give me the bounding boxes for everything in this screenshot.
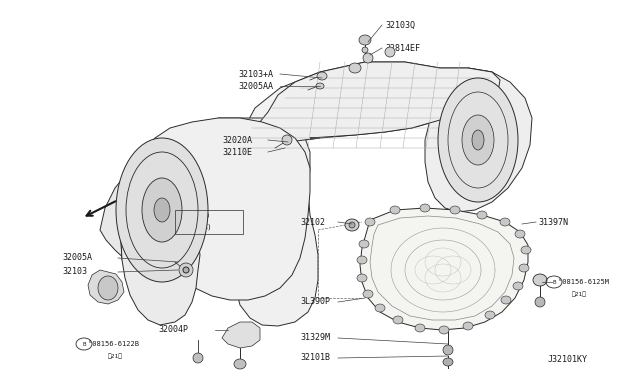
Polygon shape	[222, 322, 260, 348]
Text: 31329M: 31329M	[300, 334, 330, 343]
Ellipse shape	[385, 47, 395, 57]
Ellipse shape	[439, 326, 449, 334]
Polygon shape	[88, 270, 124, 304]
Ellipse shape	[375, 304, 385, 312]
Text: 〈21〉: 〈21〉	[572, 291, 587, 297]
Ellipse shape	[179, 263, 193, 277]
Text: FRONT: FRONT	[122, 193, 153, 202]
Polygon shape	[255, 62, 500, 148]
Ellipse shape	[282, 135, 292, 145]
Ellipse shape	[513, 282, 523, 290]
Text: 〈21〉: 〈21〉	[108, 353, 123, 359]
Text: °08156-6122B: °08156-6122B	[88, 341, 139, 347]
Ellipse shape	[363, 290, 373, 298]
Text: 32020A: 32020A	[222, 135, 252, 144]
Ellipse shape	[142, 178, 182, 242]
Ellipse shape	[485, 311, 495, 319]
Ellipse shape	[357, 256, 367, 264]
Text: (32000X): (32000X)	[178, 223, 211, 230]
Ellipse shape	[462, 115, 494, 165]
Ellipse shape	[359, 35, 371, 45]
Ellipse shape	[357, 274, 367, 282]
Text: 32004P: 32004P	[158, 326, 188, 334]
Ellipse shape	[363, 53, 373, 63]
Ellipse shape	[154, 198, 170, 222]
Ellipse shape	[443, 345, 453, 355]
Text: 32101B: 32101B	[300, 353, 330, 362]
Ellipse shape	[349, 222, 355, 228]
Polygon shape	[120, 118, 310, 300]
Text: 32103+A: 32103+A	[238, 70, 273, 78]
Polygon shape	[120, 215, 200, 325]
Ellipse shape	[438, 78, 518, 202]
Ellipse shape	[349, 63, 361, 73]
Ellipse shape	[345, 219, 359, 231]
Ellipse shape	[393, 316, 403, 324]
Text: 31397N: 31397N	[538, 218, 568, 227]
Text: B: B	[82, 341, 86, 346]
Ellipse shape	[443, 358, 453, 366]
Ellipse shape	[533, 274, 547, 286]
Ellipse shape	[463, 322, 473, 330]
Ellipse shape	[193, 353, 203, 363]
Polygon shape	[425, 68, 532, 212]
Ellipse shape	[390, 206, 400, 214]
Text: 32110E: 32110E	[222, 148, 252, 157]
Text: SEC. 320: SEC. 320	[178, 213, 209, 219]
Ellipse shape	[317, 72, 327, 80]
Ellipse shape	[535, 297, 545, 307]
Text: 32005A: 32005A	[62, 253, 92, 263]
Text: 3L390P: 3L390P	[300, 298, 330, 307]
Ellipse shape	[472, 130, 484, 150]
Polygon shape	[235, 62, 500, 148]
Text: 32102: 32102	[300, 218, 325, 227]
Ellipse shape	[501, 296, 511, 304]
Ellipse shape	[515, 230, 525, 238]
Ellipse shape	[519, 264, 529, 272]
Ellipse shape	[116, 138, 208, 282]
Ellipse shape	[359, 240, 369, 248]
Polygon shape	[218, 118, 318, 326]
Ellipse shape	[362, 47, 368, 53]
Ellipse shape	[450, 206, 460, 214]
Text: 32814EF: 32814EF	[385, 44, 420, 52]
Ellipse shape	[420, 204, 430, 212]
Ellipse shape	[477, 211, 487, 219]
Text: 32005AA: 32005AA	[238, 81, 273, 90]
Ellipse shape	[415, 324, 425, 332]
Text: 32103: 32103	[62, 267, 87, 276]
Text: B: B	[552, 279, 556, 285]
Ellipse shape	[500, 218, 510, 226]
Text: J32101KY: J32101KY	[548, 356, 588, 365]
Ellipse shape	[316, 83, 324, 89]
Text: 32103Q: 32103Q	[385, 20, 415, 29]
Ellipse shape	[365, 218, 375, 226]
Text: °08156-6125M: °08156-6125M	[558, 279, 609, 285]
Polygon shape	[100, 148, 220, 272]
Ellipse shape	[98, 276, 118, 300]
Ellipse shape	[234, 359, 246, 369]
Ellipse shape	[183, 267, 189, 273]
Polygon shape	[360, 208, 528, 330]
Ellipse shape	[521, 246, 531, 254]
